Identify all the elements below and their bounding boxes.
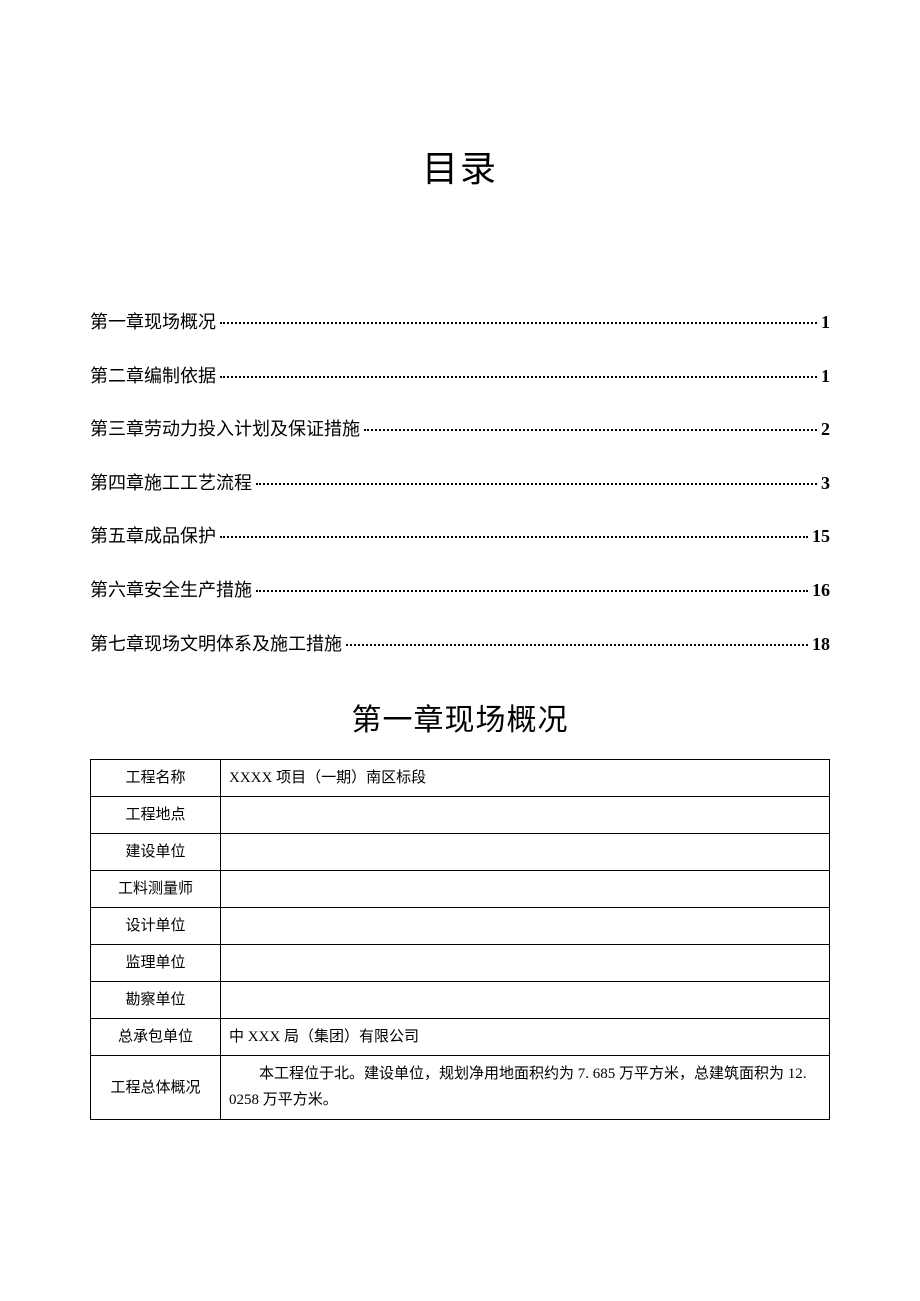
toc-label: 第一章现场概况 — [90, 312, 216, 334]
toc-entry: 第三章劳动力投入计划及保证措施 2 — [90, 419, 830, 441]
toc-label: 第六章安全生产措施 — [90, 580, 252, 602]
toc-entry: 第二章编制依据 1 — [90, 366, 830, 388]
toc-entry: 第一章现场概况 1 — [90, 312, 830, 334]
row-value: 中 XXX 局（集团）有限公司 — [221, 1019, 830, 1056]
toc-leader-dots — [256, 483, 817, 485]
table-row: 监理单位 — [91, 945, 830, 982]
row-value — [221, 834, 830, 871]
table-row: 设计单位 — [91, 908, 830, 945]
row-value — [221, 797, 830, 834]
row-value: 本工程位于北。建设单位，规划净用地面积约为 7. 685 万平方米，总建筑面积为… — [221, 1056, 830, 1120]
table-row: 工程名称 XXXX 项目（一期）南区标段 — [91, 760, 830, 797]
toc-page-number: 16 — [812, 580, 830, 602]
chapter-heading: 第一章现场概况 — [90, 695, 830, 739]
toc-entry: 第五章成品保护 15 — [90, 526, 830, 548]
toc-entry: 第六章安全生产措施 16 — [90, 580, 830, 602]
toc-leader-dots — [256, 590, 808, 592]
toc-label: 第二章编制依据 — [90, 366, 216, 388]
toc-label: 第四章施工工艺流程 — [90, 473, 252, 495]
table-of-contents: 第一章现场概况 1 第二章编制依据 1 第三章劳动力投入计划及保证措施 2 第四… — [90, 312, 830, 655]
toc-page-number: 1 — [821, 312, 830, 334]
table-row: 总承包单位 中 XXX 局（集团）有限公司 — [91, 1019, 830, 1056]
toc-leader-dots — [220, 376, 817, 378]
row-value — [221, 945, 830, 982]
toc-page-number: 3 — [821, 473, 830, 495]
row-label: 监理单位 — [91, 945, 221, 982]
page-title: 目录 — [90, 140, 830, 192]
project-info-table: 工程名称 XXXX 项目（一期）南区标段 工程地点 建设单位 工料测量师 设计单… — [90, 759, 830, 1120]
table-row: 工程地点 — [91, 797, 830, 834]
toc-page-number: 2 — [821, 419, 830, 441]
toc-label: 第五章成品保护 — [90, 526, 216, 548]
row-value — [221, 871, 830, 908]
toc-page-number: 18 — [812, 634, 830, 656]
row-value — [221, 982, 830, 1019]
toc-label: 第三章劳动力投入计划及保证措施 — [90, 419, 360, 441]
toc-entry: 第四章施工工艺流程 3 — [90, 473, 830, 495]
row-label: 建设单位 — [91, 834, 221, 871]
toc-leader-dots — [220, 322, 817, 324]
row-label: 工料测量师 — [91, 871, 221, 908]
toc-leader-dots — [364, 429, 817, 431]
toc-page-number: 1 — [821, 366, 830, 388]
row-label: 勘察单位 — [91, 982, 221, 1019]
table-row: 工程总体概况 本工程位于北。建设单位，规划净用地面积约为 7. 685 万平方米… — [91, 1056, 830, 1120]
toc-leader-dots — [346, 644, 808, 646]
row-label: 工程地点 — [91, 797, 221, 834]
row-label: 工程名称 — [91, 760, 221, 797]
table-row: 工料测量师 — [91, 871, 830, 908]
row-value: XXXX 项目（一期）南区标段 — [221, 760, 830, 797]
row-label: 工程总体概况 — [91, 1056, 221, 1120]
toc-entry: 第七章现场文明体系及施工措施 18 — [90, 634, 830, 656]
toc-page-number: 15 — [812, 526, 830, 548]
row-value — [221, 908, 830, 945]
row-label: 总承包单位 — [91, 1019, 221, 1056]
table-row: 勘察单位 — [91, 982, 830, 1019]
toc-label: 第七章现场文明体系及施工措施 — [90, 634, 342, 656]
table-row: 建设单位 — [91, 834, 830, 871]
toc-leader-dots — [220, 536, 808, 538]
row-label: 设计单位 — [91, 908, 221, 945]
